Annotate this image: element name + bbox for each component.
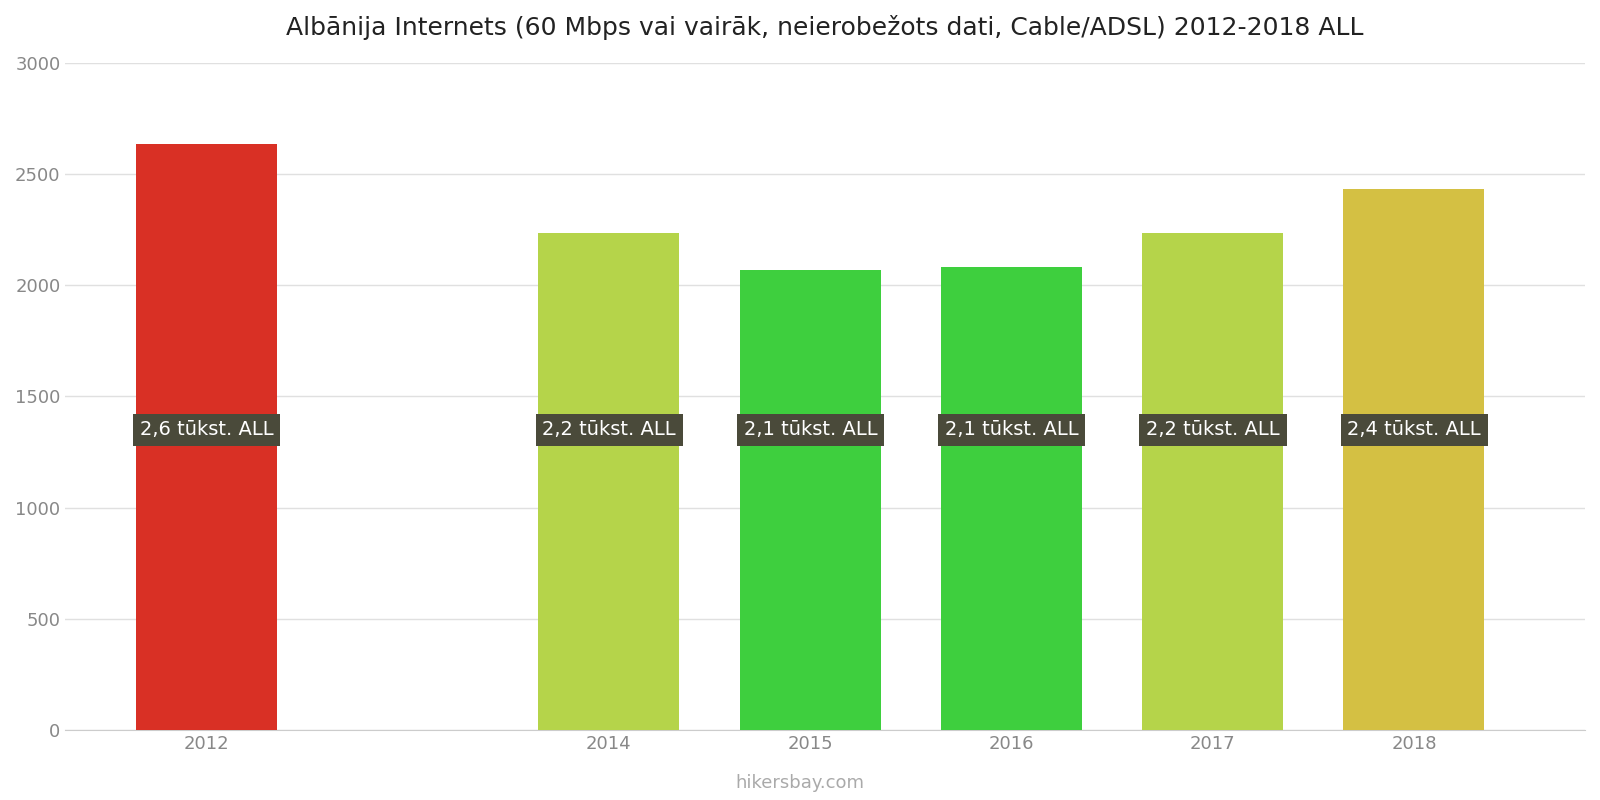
Text: 2,1 tūkst. ALL: 2,1 tūkst. ALL [946,420,1078,439]
Bar [1142,234,1283,730]
Text: 2,2 tūkst. ALL: 2,2 tūkst. ALL [542,420,677,439]
Bar [739,270,880,730]
Text: 2,1 tūkst. ALL: 2,1 tūkst. ALL [744,420,877,439]
Text: 2,2 tūkst. ALL: 2,2 tūkst. ALL [1146,420,1280,439]
Text: 2,6 tūkst. ALL: 2,6 tūkst. ALL [139,420,274,439]
Text: hikersbay.com: hikersbay.com [736,774,864,792]
Bar [538,234,680,730]
Bar [1344,189,1485,730]
Bar [136,145,277,730]
Title: Albānija Internets (60 Mbps vai vairāk, neierobežots dati, Cable/ADSL) 2012-2018: Albānija Internets (60 Mbps vai vairāk, … [286,15,1363,40]
Bar [941,266,1082,730]
Text: 2,4 tūkst. ALL: 2,4 tūkst. ALL [1347,420,1482,439]
